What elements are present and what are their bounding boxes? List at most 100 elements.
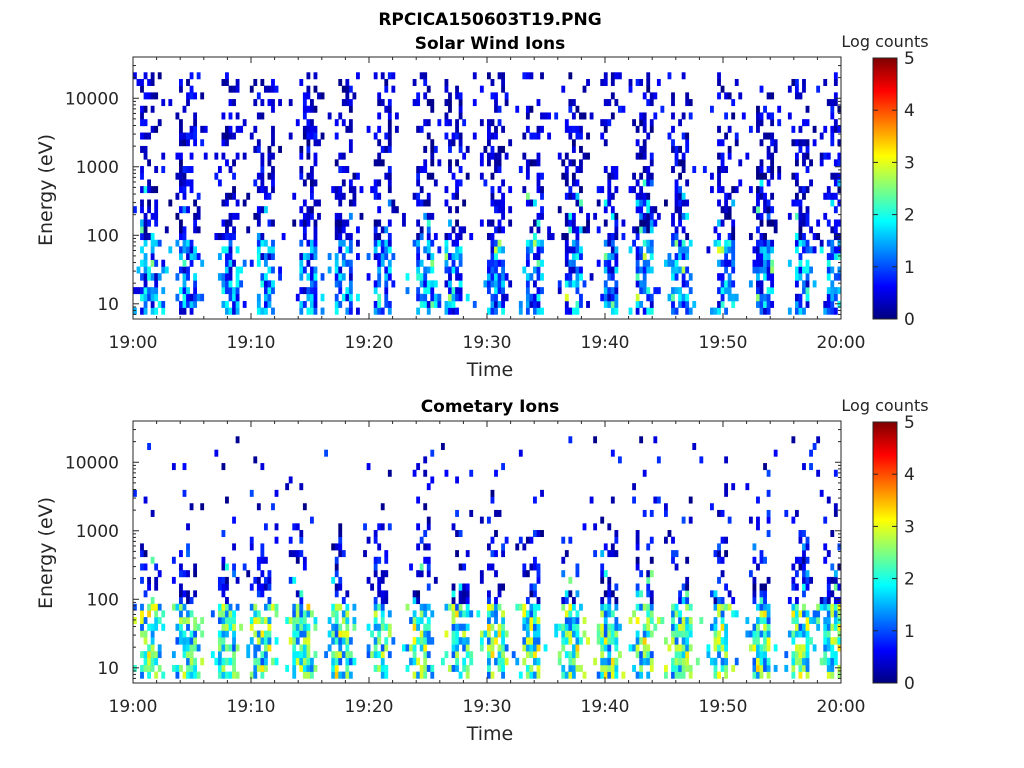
heatmap-cell	[419, 570, 424, 578]
heatmap-cell	[430, 152, 435, 160]
heatmap-cell	[306, 212, 311, 220]
heatmap-cell	[794, 192, 799, 200]
heatmap-cell	[724, 307, 729, 315]
heatmap-cell	[225, 266, 229, 274]
heatmap-cell	[373, 617, 378, 625]
heatmap-cell	[681, 630, 686, 638]
heatmap-cell	[487, 119, 491, 127]
heatmap-cell	[157, 651, 162, 659]
heatmap-cell	[649, 212, 654, 220]
heatmap-cell	[794, 603, 799, 611]
heatmap-cell	[341, 610, 346, 618]
heatmap-cell	[720, 300, 725, 308]
heatmap-cell	[635, 300, 640, 308]
heatmap-cell	[302, 99, 307, 107]
y-tick-label: 1000	[76, 158, 119, 178]
heatmap-cell	[674, 192, 679, 200]
y-tick-label: 100	[87, 226, 119, 246]
heatmap-cell	[232, 630, 236, 638]
heatmap-cell	[221, 139, 226, 147]
heatmap-cell	[826, 610, 831, 618]
heatmap-cell	[143, 293, 148, 302]
heatmap-cell	[334, 556, 339, 564]
heatmap-cell	[564, 630, 569, 638]
heatmap-cell	[802, 192, 806, 200]
heatmap-cell	[416, 523, 421, 531]
heatmap-cell	[494, 199, 498, 207]
heatmap-cell	[196, 253, 201, 261]
heatmap-cell	[331, 603, 336, 611]
heatmap-cell	[221, 273, 226, 281]
heatmap-cell	[533, 199, 537, 207]
heatmap-cell	[497, 119, 502, 127]
heatmap-cell	[331, 651, 336, 659]
heatmap-cell	[133, 72, 137, 80]
heatmap-cell	[263, 637, 268, 645]
heatmap-cell	[334, 300, 339, 308]
heatmap-cell	[830, 657, 835, 666]
heatmap-cell	[366, 125, 371, 133]
heatmap-cell	[338, 280, 343, 288]
heatmap-cell	[147, 671, 151, 679]
heatmap-cell	[320, 132, 325, 140]
heatmap-cell	[260, 550, 265, 558]
heatmap-cell	[798, 125, 803, 133]
heatmap-cell	[667, 293, 672, 302]
heatmap-cell	[685, 651, 690, 659]
heatmap-cell	[802, 543, 806, 551]
colorbar-tick-label: 5	[904, 49, 915, 69]
heatmap-cell	[256, 206, 261, 214]
heatmap-cell	[564, 212, 569, 220]
heatmap-cell	[501, 259, 505, 267]
heatmap-cell	[586, 212, 590, 220]
heatmap-cell	[433, 179, 438, 187]
heatmap-cell	[345, 259, 350, 267]
heatmap-cell	[228, 617, 233, 625]
heatmap-cell	[533, 280, 537, 288]
heatmap-cell	[384, 556, 389, 564]
heatmap-cell	[377, 651, 382, 659]
heatmap-cell	[720, 664, 725, 672]
heatmap-cell	[377, 99, 382, 107]
heatmap-cell	[688, 630, 693, 638]
heatmap-cell	[228, 657, 233, 666]
heatmap-cell	[717, 179, 721, 187]
heatmap-cell	[334, 259, 339, 267]
heatmap-cell	[614, 603, 619, 611]
heatmap-cell	[444, 307, 449, 315]
heatmap-cell	[833, 596, 838, 605]
heatmap-cell	[380, 72, 385, 80]
heatmap-cell	[685, 617, 690, 625]
heatmap-cell	[766, 152, 771, 160]
heatmap-cell	[759, 664, 764, 672]
x-tick-label: 19:10	[227, 333, 276, 353]
heatmap-cell	[628, 186, 633, 194]
heatmap-cell	[579, 226, 583, 234]
heatmap-cell	[455, 219, 459, 227]
heatmap-cell	[416, 287, 421, 295]
heatmap-cell	[607, 657, 612, 666]
heatmap-cell	[720, 139, 725, 147]
heatmap-cell	[579, 273, 583, 281]
heatmap-cell	[479, 570, 484, 578]
heatmap-cell	[731, 293, 736, 302]
heatmap-cell	[497, 273, 502, 281]
heatmap-cell	[256, 630, 261, 638]
heatmap-cell	[341, 259, 346, 267]
heatmap-cell	[600, 563, 605, 571]
heatmap-cell	[423, 657, 428, 666]
heatmap-cell	[674, 637, 679, 645]
heatmap-cell	[536, 212, 541, 220]
heatmap-cell	[635, 671, 640, 679]
heatmap-cell	[685, 637, 690, 645]
heatmap-cell	[345, 166, 350, 174]
heatmap-cell	[501, 630, 505, 638]
heatmap-cell	[469, 509, 474, 517]
heatmap-cell	[748, 570, 753, 578]
heatmap-cell	[154, 563, 159, 571]
heatmap-cell	[256, 503, 261, 511]
heatmap-cell	[639, 651, 644, 659]
heatmap-cell	[674, 239, 679, 247]
heatmap-cell	[575, 253, 580, 261]
heatmap-cell	[674, 179, 679, 187]
